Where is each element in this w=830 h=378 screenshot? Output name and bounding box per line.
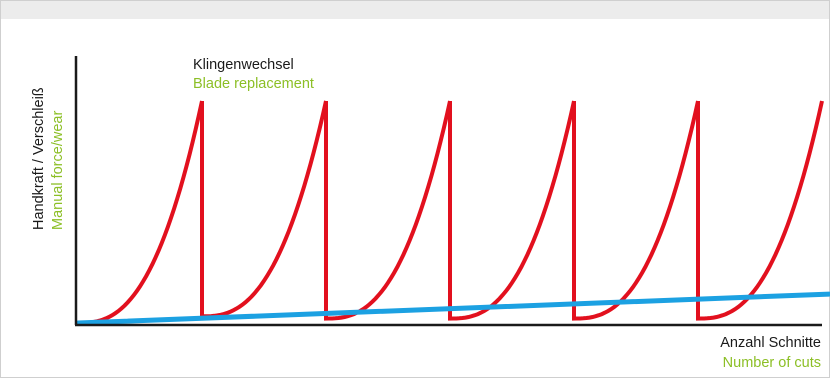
x-axis-label-de: Anzahl Schnitte [720, 335, 821, 351]
x-axis-label-en: Number of cuts [723, 355, 821, 371]
force-curve-cycle-6 [696, 100, 824, 321]
y-axis-label-en: Manual force/wear [50, 111, 66, 230]
force-curve-cycle-3 [324, 100, 452, 321]
force-curve-cycle-1 [78, 100, 204, 325]
curves-layer [75, 100, 830, 326]
annotation-blade-change-de: Klingenwechsel [193, 57, 294, 73]
force-curve-cycle-4 [448, 100, 576, 321]
force-curve-cycle-2 [200, 100, 328, 319]
annotation-blade-change-en: Blade replacement [193, 76, 314, 92]
top-band [1, 1, 829, 19]
wear-reference-line [75, 291, 830, 326]
y-axis-label-de: Handkraft / Verschleiß [31, 87, 47, 230]
force-curve-cycle-5 [572, 100, 700, 321]
